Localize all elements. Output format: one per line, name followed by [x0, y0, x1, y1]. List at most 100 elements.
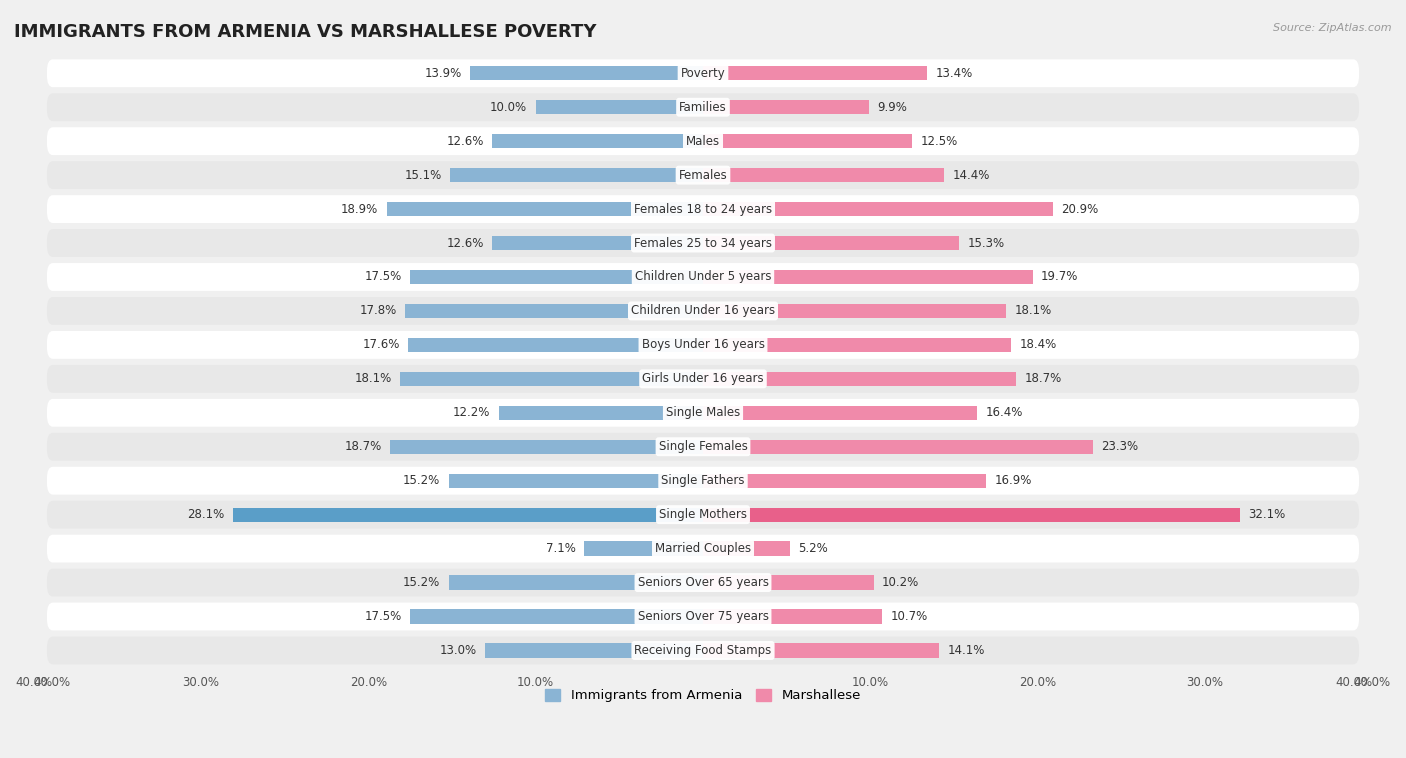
Bar	[449, 575, 703, 590]
Text: 5.2%: 5.2%	[799, 542, 828, 555]
FancyBboxPatch shape	[46, 195, 1360, 223]
Bar	[499, 406, 703, 420]
FancyBboxPatch shape	[46, 399, 1360, 427]
Bar	[703, 202, 1053, 216]
Bar	[411, 270, 703, 284]
Text: 18.1%: 18.1%	[354, 372, 392, 385]
Text: 17.6%: 17.6%	[363, 338, 401, 352]
Bar	[703, 371, 1017, 386]
Text: 12.6%: 12.6%	[446, 135, 484, 148]
Bar	[703, 575, 873, 590]
Text: 12.5%: 12.5%	[921, 135, 957, 148]
Text: 13.4%: 13.4%	[935, 67, 973, 80]
Text: Families: Families	[679, 101, 727, 114]
Text: Females 18 to 24 years: Females 18 to 24 years	[634, 202, 772, 215]
Text: 18.9%: 18.9%	[342, 202, 378, 215]
Text: Single Mothers: Single Mothers	[659, 508, 747, 522]
Bar	[492, 134, 703, 149]
Bar	[411, 609, 703, 624]
Text: 12.6%: 12.6%	[446, 236, 484, 249]
Bar	[485, 644, 703, 658]
Text: 18.4%: 18.4%	[1019, 338, 1056, 352]
Text: 40.0%: 40.0%	[1336, 676, 1372, 689]
Text: Seniors Over 75 years: Seniors Over 75 years	[637, 610, 769, 623]
Text: 15.1%: 15.1%	[405, 168, 441, 182]
Text: Single Males: Single Males	[666, 406, 740, 419]
Bar	[536, 100, 703, 114]
Text: 32.1%: 32.1%	[1249, 508, 1286, 522]
Bar	[703, 66, 928, 80]
Text: 18.1%: 18.1%	[1014, 305, 1052, 318]
FancyBboxPatch shape	[46, 161, 1360, 189]
Bar	[450, 168, 703, 182]
Text: 40.0%: 40.0%	[34, 676, 70, 689]
FancyBboxPatch shape	[46, 229, 1360, 257]
Legend: Immigrants from Armenia, Marshallese: Immigrants from Armenia, Marshallese	[540, 684, 866, 707]
FancyBboxPatch shape	[46, 568, 1360, 597]
FancyBboxPatch shape	[46, 297, 1360, 325]
Text: 15.3%: 15.3%	[967, 236, 1004, 249]
Text: 12.2%: 12.2%	[453, 406, 491, 419]
Text: 18.7%: 18.7%	[1025, 372, 1062, 385]
Text: Children Under 16 years: Children Under 16 years	[631, 305, 775, 318]
Text: 10.0%: 10.0%	[491, 101, 527, 114]
FancyBboxPatch shape	[46, 467, 1360, 495]
FancyBboxPatch shape	[46, 93, 1360, 121]
Text: 20.9%: 20.9%	[1062, 202, 1098, 215]
Text: 17.5%: 17.5%	[364, 271, 402, 283]
Text: Receiving Food Stamps: Receiving Food Stamps	[634, 644, 772, 657]
FancyBboxPatch shape	[46, 263, 1360, 291]
FancyBboxPatch shape	[46, 331, 1360, 359]
Text: Girls Under 16 years: Girls Under 16 years	[643, 372, 763, 385]
Text: 15.2%: 15.2%	[404, 475, 440, 487]
Text: 17.8%: 17.8%	[360, 305, 396, 318]
Text: Seniors Over 65 years: Seniors Over 65 years	[637, 576, 769, 589]
Bar	[703, 406, 977, 420]
Bar	[703, 236, 959, 250]
Text: Females 25 to 34 years: Females 25 to 34 years	[634, 236, 772, 249]
Text: 28.1%: 28.1%	[187, 508, 225, 522]
Text: Single Fathers: Single Fathers	[661, 475, 745, 487]
Text: 13.9%: 13.9%	[425, 67, 463, 80]
Text: 10.7%: 10.7%	[890, 610, 928, 623]
Text: Males: Males	[686, 135, 720, 148]
Bar	[492, 236, 703, 250]
Text: 15.2%: 15.2%	[404, 576, 440, 589]
Text: 16.4%: 16.4%	[986, 406, 1024, 419]
FancyBboxPatch shape	[46, 603, 1360, 631]
Text: Children Under 5 years: Children Under 5 years	[634, 271, 772, 283]
Text: Single Females: Single Females	[658, 440, 748, 453]
Text: 9.9%: 9.9%	[877, 101, 907, 114]
FancyBboxPatch shape	[46, 534, 1360, 562]
FancyBboxPatch shape	[46, 59, 1360, 87]
Text: Source: ZipAtlas.com: Source: ZipAtlas.com	[1274, 23, 1392, 33]
Text: 16.9%: 16.9%	[994, 475, 1032, 487]
Bar	[703, 270, 1032, 284]
FancyBboxPatch shape	[46, 637, 1360, 665]
Text: Boys Under 16 years: Boys Under 16 years	[641, 338, 765, 352]
Text: 18.7%: 18.7%	[344, 440, 381, 453]
Bar	[703, 609, 882, 624]
Bar	[703, 100, 869, 114]
Bar	[401, 371, 703, 386]
Bar	[405, 304, 703, 318]
FancyBboxPatch shape	[46, 127, 1360, 155]
Text: Poverty: Poverty	[681, 67, 725, 80]
Text: Females: Females	[679, 168, 727, 182]
Text: 14.1%: 14.1%	[948, 644, 984, 657]
Bar	[703, 338, 1011, 352]
Text: 10.2%: 10.2%	[882, 576, 920, 589]
Bar	[703, 508, 1240, 522]
Bar	[703, 304, 1005, 318]
Text: IMMIGRANTS FROM ARMENIA VS MARSHALLESE POVERTY: IMMIGRANTS FROM ARMENIA VS MARSHALLESE P…	[14, 23, 596, 41]
Bar	[409, 338, 703, 352]
Bar	[583, 541, 703, 556]
Text: 7.1%: 7.1%	[546, 542, 576, 555]
Bar	[703, 644, 939, 658]
Bar	[703, 168, 943, 182]
Bar	[703, 440, 1092, 454]
Bar	[387, 202, 703, 216]
Text: 17.5%: 17.5%	[364, 610, 402, 623]
Text: 13.0%: 13.0%	[440, 644, 477, 657]
Bar	[703, 474, 986, 488]
